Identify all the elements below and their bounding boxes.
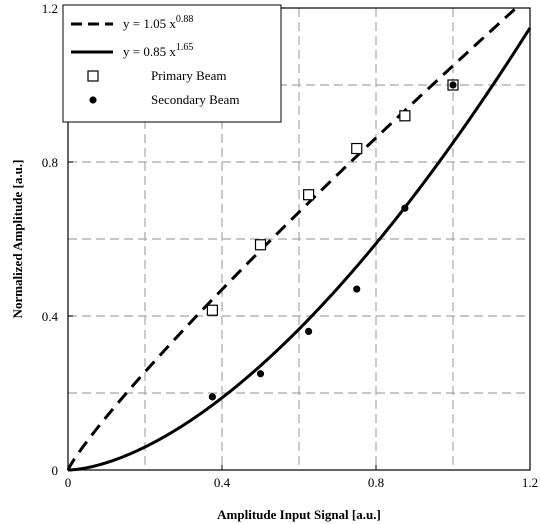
primary-beam-point: [351, 142, 363, 155]
y-tick-label: 0.4: [42, 309, 59, 324]
legend: y = 1.05 x0.88 y = 0.85 x1.65 Primary Beam…: [62, 4, 282, 123]
legend-label-lead: y = 0.85 x: [123, 44, 176, 59]
data-points: [206, 79, 459, 401]
fit-curve-line: [66, 8, 516, 471]
legend-box: [62, 4, 282, 123]
primary-beam-point: [303, 189, 315, 201]
y-axis-title: Normalized Amplitude [a.u.]: [10, 160, 25, 319]
legend-label: Primary Beam: [151, 68, 226, 83]
legend-label-lead: y = 1.05 x: [123, 16, 176, 31]
legend-marker-square: [87, 70, 99, 82]
legend-label: y = 0.85 x1.65: [123, 42, 193, 59]
fit-curve-line: [67, 27, 532, 472]
secondary-beam-point: [401, 204, 409, 212]
secondary-beam-point: [305, 327, 313, 335]
legend-label: y = 1.05 x0.88: [123, 14, 193, 31]
axis-ticks: 0 0.4 0.8 1.2 0 0.4 0.8 1.2: [42, 1, 538, 490]
secondary-beam-point: [256, 370, 265, 378]
primary-beam-point: [254, 239, 267, 251]
legend-marker-circle: [89, 96, 97, 104]
x-tick-label: 0: [65, 475, 72, 490]
legend-label: Secondary Beam: [151, 92, 239, 107]
secondary-beam-point: [449, 81, 457, 89]
legend-label-exponent: 1.65: [176, 42, 194, 53]
plot-frame: [67, 7, 531, 471]
x-axis-title: Amplitude Input Signal [a.u.]: [217, 507, 381, 522]
fit-curves: [66, 8, 532, 472]
legend-label-exponent: 0.88: [176, 14, 194, 25]
x-tick-label: 1.2: [522, 475, 538, 490]
primary-beam-point: [206, 304, 218, 316]
x-tick-label: 0.8: [368, 475, 384, 490]
y-tick-label: 1.2: [42, 1, 58, 16]
secondary-beam-point: [353, 285, 361, 293]
x-tick-label: 0.4: [214, 475, 231, 490]
primary-beam-point: [399, 110, 411, 122]
y-tick-label: 0.8: [42, 155, 58, 170]
secondary-beam-point: [208, 393, 216, 401]
y-tick-label: 0: [52, 463, 59, 478]
